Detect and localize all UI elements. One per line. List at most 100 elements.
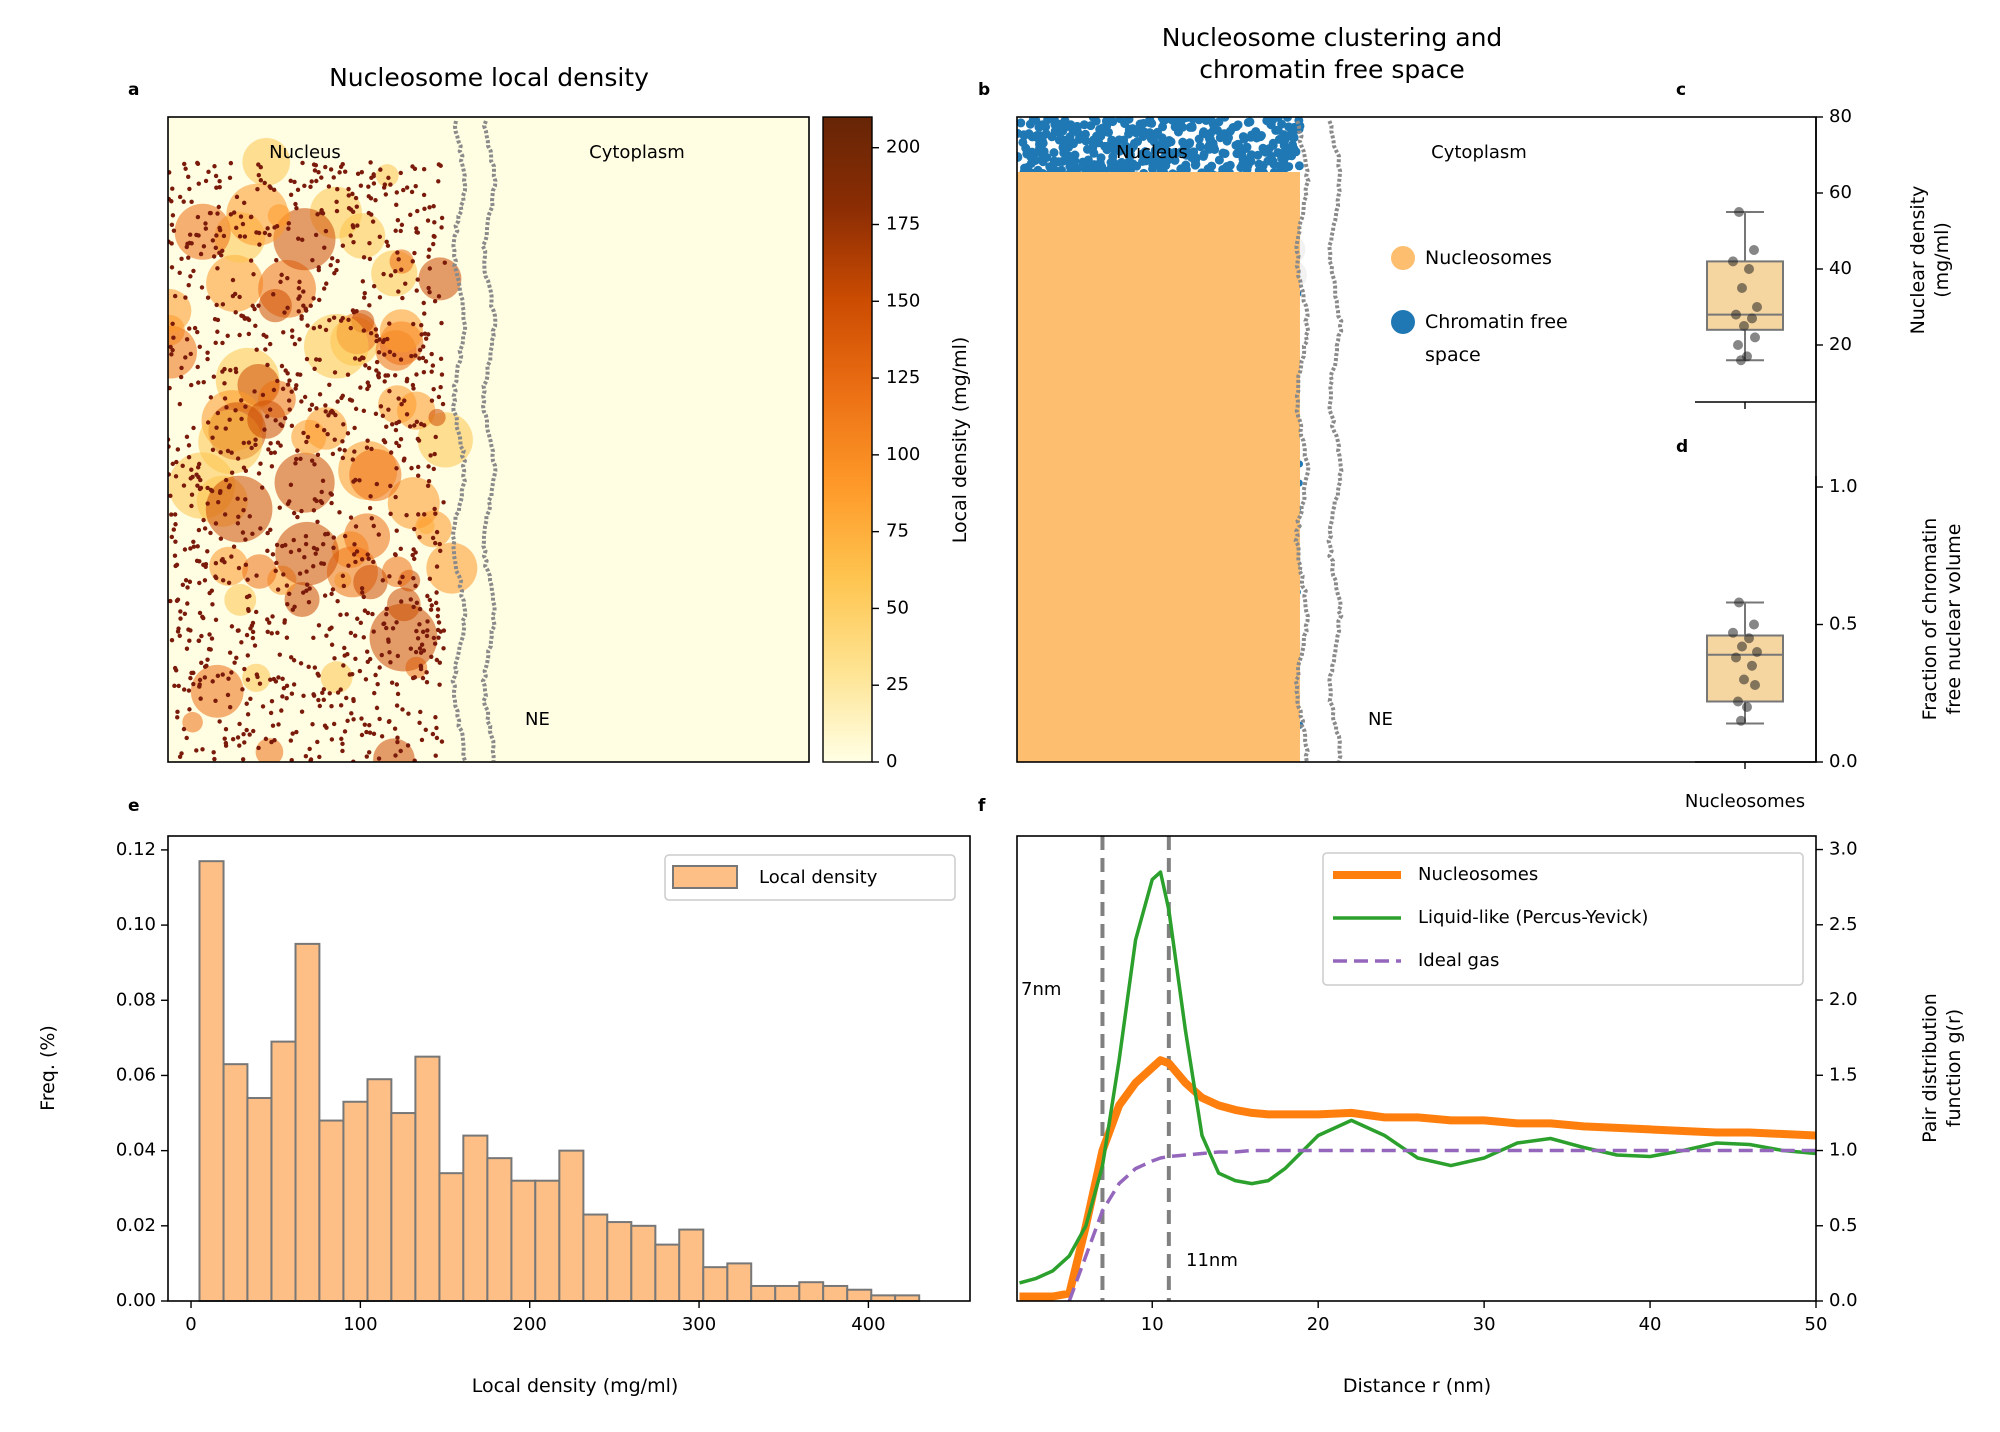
free-space-dot bbox=[1140, 147, 1150, 157]
free-space-dot bbox=[1163, 138, 1173, 148]
nucleosome-dot bbox=[438, 356, 444, 362]
nucleosome-dot bbox=[229, 470, 235, 475]
nucleosome-dot bbox=[368, 160, 373, 165]
nucleosome-dot bbox=[332, 370, 338, 375]
nucleosome-dot bbox=[291, 510, 297, 516]
nucleosome-dot bbox=[237, 234, 243, 239]
data-point bbox=[1749, 619, 1759, 630]
free-space-dot bbox=[1203, 164, 1213, 174]
nucleosome-dot bbox=[422, 206, 427, 212]
legend-marker bbox=[1391, 310, 1415, 334]
nucleosome-dot bbox=[351, 552, 357, 557]
data-point bbox=[1731, 652, 1741, 663]
nucleosome-dot bbox=[289, 423, 295, 429]
nucleosome-dot bbox=[333, 412, 338, 418]
nucleosome-dot bbox=[353, 406, 359, 412]
nucleosome-dot bbox=[319, 489, 324, 495]
nucleosome-dot bbox=[434, 590, 439, 595]
nucleosome-dot bbox=[346, 317, 351, 323]
nucleosome-dot bbox=[215, 266, 220, 271]
nucleosome-dot bbox=[352, 425, 357, 431]
nucleosome-dot bbox=[229, 670, 234, 675]
nucleosome-dot bbox=[224, 405, 229, 410]
histogram-bar bbox=[822, 1284, 849, 1303]
nucleosome-dot bbox=[388, 450, 394, 455]
nucleosome-dot bbox=[328, 262, 333, 268]
nucleosome-dot bbox=[254, 573, 259, 578]
nucleosome-dot bbox=[260, 392, 266, 398]
nucleosome-dot bbox=[186, 283, 191, 288]
nucleosome-dot bbox=[298, 456, 303, 461]
nucleosome-dot bbox=[187, 638, 192, 643]
nucleosome-dot bbox=[177, 633, 182, 638]
nucleosome-dot bbox=[252, 389, 257, 394]
axes-frame bbox=[167, 835, 971, 1302]
nucleosome-dot bbox=[241, 731, 246, 737]
nucleosome-dot bbox=[416, 512, 421, 517]
nucleosome-dot bbox=[173, 539, 178, 544]
nucleosome-dot bbox=[353, 195, 359, 201]
nucleosome-dot bbox=[346, 186, 351, 192]
density-blob bbox=[379, 309, 424, 353]
nucleosome-dot bbox=[184, 434, 190, 440]
density-blob bbox=[242, 554, 277, 589]
nucleosome-dot bbox=[218, 536, 224, 541]
nucleosome-dot bbox=[188, 546, 193, 551]
nucleosome-dot bbox=[329, 500, 334, 506]
nucleosome-dot bbox=[375, 681, 380, 687]
free-space-dot bbox=[1188, 117, 1198, 124]
nucleosome-dot bbox=[395, 217, 401, 223]
histogram-bar bbox=[270, 1040, 297, 1302]
x-tick-label: 400 bbox=[851, 1314, 885, 1335]
nucleosome-dot bbox=[427, 597, 433, 603]
nucleosome-dot bbox=[281, 572, 286, 577]
nucleosome-dot bbox=[168, 170, 172, 175]
nucleosome-dot bbox=[384, 239, 389, 244]
nucleosome-dot bbox=[315, 519, 320, 524]
nucleosome-dot bbox=[239, 416, 244, 422]
nucleosome-dot bbox=[328, 167, 334, 172]
nucleosome-dot bbox=[328, 410, 333, 415]
nucleosome-dot bbox=[340, 161, 345, 167]
nucleosome-dot bbox=[237, 721, 242, 727]
nucleosome-dot bbox=[236, 514, 241, 519]
nucleosome-dot bbox=[184, 735, 189, 741]
nucleosome-dot bbox=[341, 663, 346, 668]
panel-letter: c bbox=[1676, 80, 1687, 100]
nucleosome-dot bbox=[310, 722, 315, 727]
nucleosome-dot bbox=[296, 547, 302, 553]
nucleosome-dot bbox=[205, 356, 210, 362]
nucleosome-dot bbox=[194, 748, 199, 753]
nucleosome-dot bbox=[198, 696, 203, 701]
nucleosome-dot bbox=[364, 754, 369, 759]
nucleosome-dot bbox=[300, 160, 305, 166]
legend-label: Ideal gas bbox=[1418, 950, 1499, 971]
free-space-dot bbox=[1282, 117, 1292, 122]
free-space-dot bbox=[1236, 163, 1246, 173]
nucleosome-dot bbox=[351, 310, 357, 315]
nucleosome-dot bbox=[189, 382, 194, 388]
density-blob bbox=[428, 408, 446, 427]
nucleosome-dot bbox=[388, 660, 393, 665]
nucleosome-dot bbox=[374, 333, 379, 339]
nucleosome-dot bbox=[305, 434, 311, 440]
nucleosome-dot bbox=[383, 373, 388, 378]
free-space-dot bbox=[1145, 155, 1155, 165]
nucleosome-dot bbox=[323, 228, 329, 234]
density-blob bbox=[414, 510, 452, 548]
histogram-bar bbox=[726, 1262, 753, 1303]
nucleosome-dot bbox=[198, 477, 203, 483]
nucleosome-dot bbox=[177, 270, 182, 275]
colorbar-tick-label: 50 bbox=[886, 597, 909, 618]
panel-letter: e bbox=[128, 796, 140, 816]
nucleosome-dot bbox=[181, 199, 186, 204]
nucleosome-dot bbox=[439, 739, 445, 744]
nucleosome-dot bbox=[342, 645, 347, 651]
nucleosome-dot bbox=[342, 169, 348, 174]
nucleosome-dot bbox=[431, 386, 436, 392]
nucleosome-dot bbox=[287, 407, 292, 412]
nucleosome-dot bbox=[203, 226, 209, 231]
nucleosome-dot bbox=[267, 407, 273, 412]
data-point bbox=[1734, 207, 1744, 217]
histogram-bar bbox=[774, 1284, 801, 1303]
